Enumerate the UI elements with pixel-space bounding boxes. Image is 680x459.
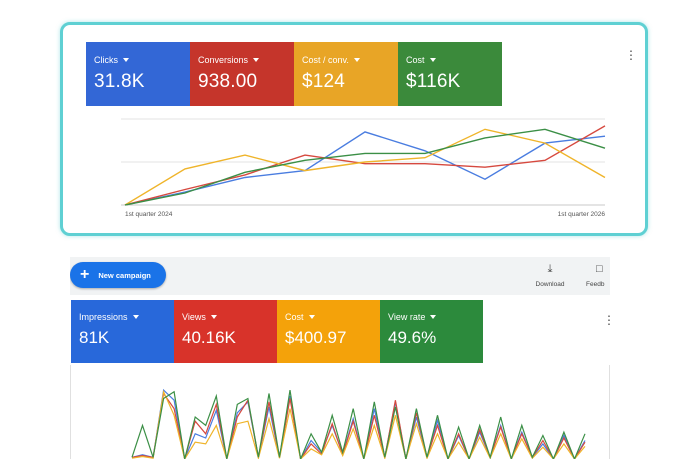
metric-value: 81K <box>79 328 110 347</box>
caret-down-icon[interactable] <box>123 58 129 62</box>
metric-label: Impressions <box>79 312 128 322</box>
metric-value: $116K <box>406 71 461 92</box>
campaigns-panel: + New campaign ⤓ Download □ Feedb Impres… <box>70 257 610 459</box>
metric-value: 49.6% <box>388 328 437 347</box>
caret-down-icon[interactable] <box>210 315 217 319</box>
feedback-icon: □ <box>596 263 603 275</box>
caret-down-icon[interactable] <box>253 58 260 62</box>
new-campaign-label: New campaign <box>98 270 151 280</box>
vertical-dots-icon[interactable]: ⋮ <box>625 48 637 62</box>
feedback-button[interactable]: □ Feedb <box>586 263 610 288</box>
campaigns-line-chart <box>131 388 586 459</box>
plus-icon: + <box>80 266 90 283</box>
series-line-cost <box>124 128 606 206</box>
metric-card-cost-per-conv[interactable]: Cost / conv. $124 <box>294 42 398 106</box>
chart-frame <box>70 365 610 459</box>
metric-card-cost[interactable]: Cost $116K <box>398 42 502 106</box>
series-line-cost-conv- <box>124 128 606 206</box>
series-line-view-rate <box>131 390 586 459</box>
metric-label: Cost <box>406 55 425 65</box>
vertical-dots-icon[interactable]: ⋮ <box>603 313 610 327</box>
metric-card-cost[interactable]: Cost $400.97 <box>277 300 380 363</box>
metric-label: Views <box>182 312 206 322</box>
overview-metric-cards: Clicks 31.8K Conversions 938.00 Cost / c… <box>86 42 502 106</box>
metric-label: Conversions <box>198 55 249 65</box>
campaigns-toolbar: + New campaign ⤓ Download □ Feedb <box>70 257 610 295</box>
download-icon: ⤓ <box>547 263 553 275</box>
caret-down-icon[interactable] <box>132 315 139 319</box>
caret-down-icon[interactable] <box>353 58 360 62</box>
feedback-label: Feedb <box>586 281 605 288</box>
metric-value: 40.16K <box>182 328 236 347</box>
metric-card-impressions[interactable]: Impressions 81K <box>71 300 174 363</box>
campaigns-metric-cards: Impressions 81K Views 40.16K Cost $400.9… <box>71 300 483 363</box>
overview-panel: Clicks 31.8K Conversions 938.00 Cost / c… <box>60 22 648 236</box>
metric-label: Cost <box>285 312 304 322</box>
series-line-clicks <box>124 131 606 206</box>
metric-value: 31.8K <box>94 71 145 92</box>
download-button[interactable]: ⤓ Download <box>528 263 572 288</box>
series-line-conversions <box>124 125 606 206</box>
metric-label: Clicks <box>94 55 118 65</box>
metric-value: 938.00 <box>198 71 258 92</box>
caret-down-icon[interactable] <box>429 58 436 62</box>
caret-down-icon[interactable] <box>308 315 315 319</box>
metric-label: Cost / conv. <box>302 55 349 65</box>
metric-card-views[interactable]: Views 40.16K <box>174 300 277 363</box>
x-tick-label: 1st quarter 2024 <box>125 211 173 218</box>
x-tick-label: 1st quarter 2026 <box>558 211 606 218</box>
metric-card-view-rate[interactable]: View rate 49.6% <box>380 300 483 363</box>
overview-line-chart: 1st quarter 2024 1st quarter 2026 <box>121 118 606 218</box>
series-line-cost <box>131 389 586 459</box>
metric-value: $400.97 <box>285 328 347 347</box>
metric-label: View rate <box>388 312 426 322</box>
download-label: Download <box>535 281 565 288</box>
metric-card-clicks[interactable]: Clicks 31.8K <box>86 42 190 106</box>
caret-down-icon[interactable] <box>430 315 437 319</box>
metric-card-conversions[interactable]: Conversions 938.00 <box>190 42 294 106</box>
new-campaign-button[interactable]: + New campaign <box>70 262 166 288</box>
metric-value: $124 <box>302 71 346 92</box>
